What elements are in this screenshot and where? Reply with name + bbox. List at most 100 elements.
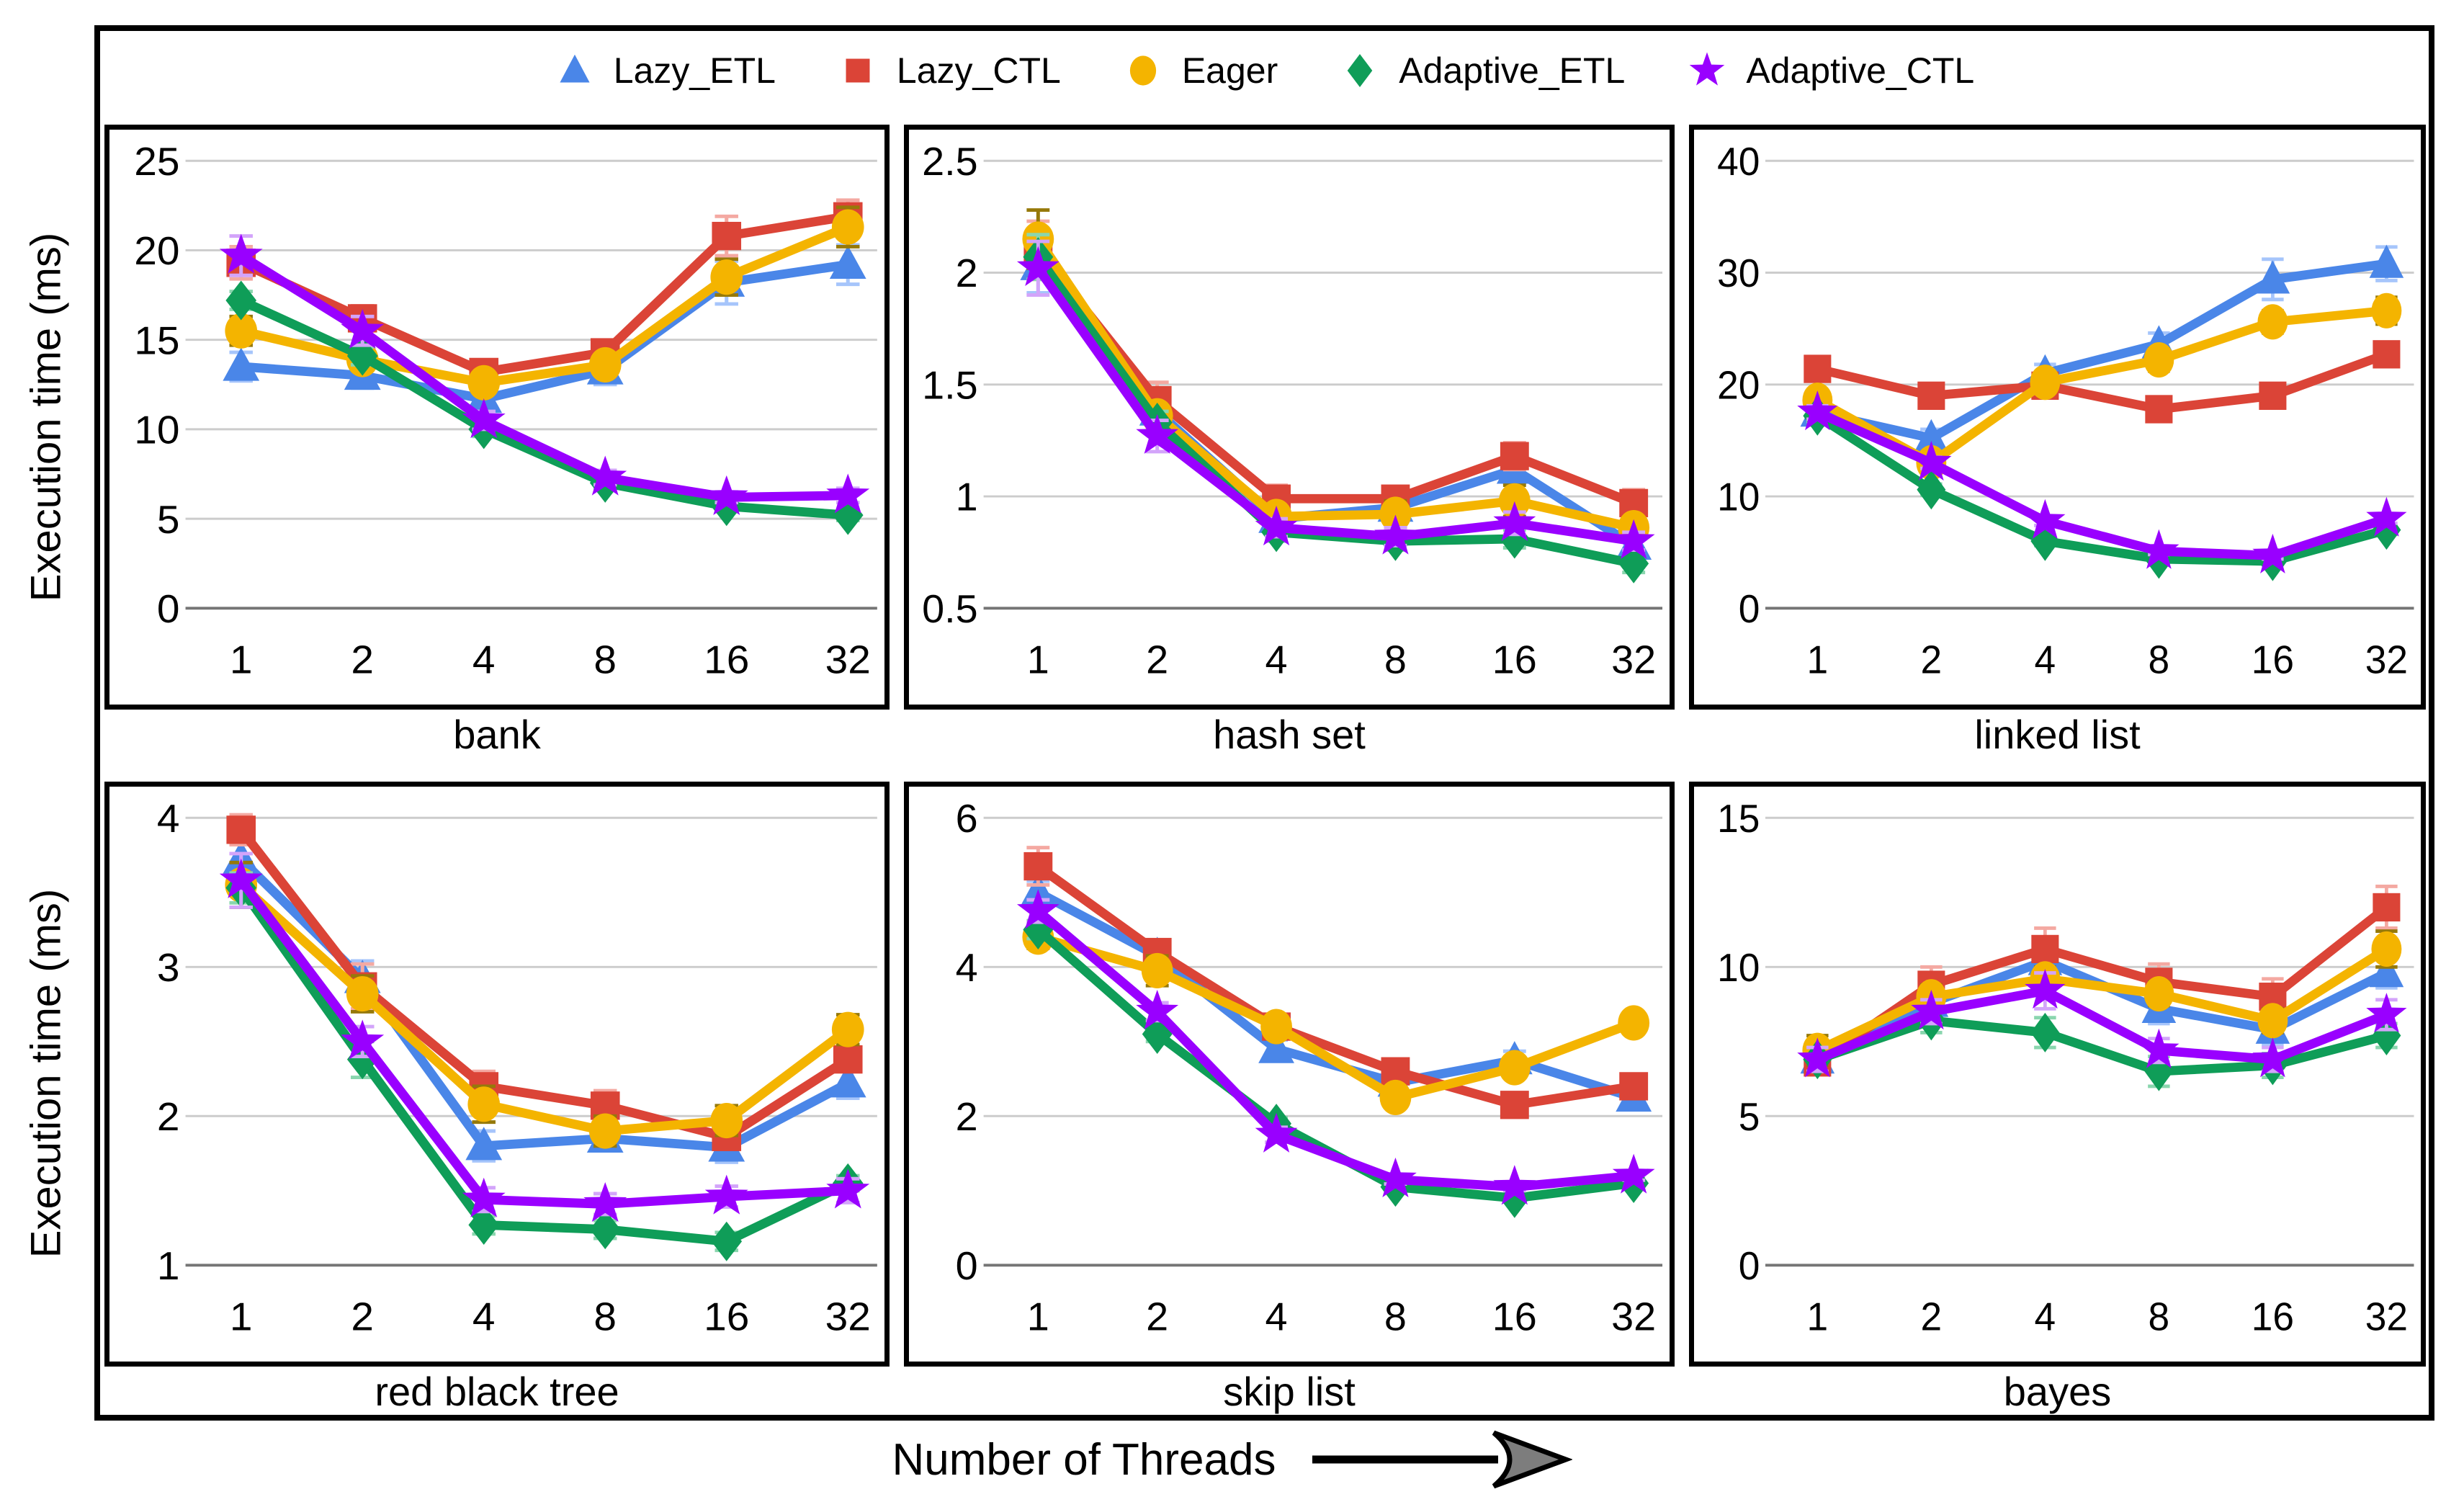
svg-text:16: 16 xyxy=(2252,1295,2294,1339)
series-line xyxy=(1813,349,2391,414)
series-line xyxy=(1033,862,1639,1110)
series-line xyxy=(1813,1016,2391,1076)
triangle-marker xyxy=(2255,260,2290,294)
circle-marker xyxy=(2257,1003,2288,1039)
chart-linked-list-caption: linked list xyxy=(1974,712,2141,757)
series-Eager xyxy=(225,205,864,401)
svg-text:2: 2 xyxy=(956,251,978,296)
svg-text:1.5: 1.5 xyxy=(922,363,978,408)
chart-bayes: 0 5 10 15 1 2 4 8 16 32 xyxy=(1689,782,2426,1367)
legend-label: Lazy_ETL xyxy=(613,50,776,91)
chart-svg-linked-list: 0 10 20 30 40 1 2 4 8 16 32 xyxy=(1717,140,2414,682)
svg-text:15: 15 xyxy=(1717,797,1760,841)
series-line xyxy=(1033,246,1639,508)
circle-marker xyxy=(1498,483,1531,519)
y-tick-labels: 1 2 3 4 xyxy=(157,796,180,1288)
svg-text:16: 16 xyxy=(2252,638,2294,682)
svg-text:2: 2 xyxy=(1146,1295,1168,1339)
star-marker xyxy=(583,455,627,496)
star-marker xyxy=(1612,1153,1655,1194)
svg-text:32: 32 xyxy=(1611,638,1656,682)
circle-marker xyxy=(588,347,622,383)
svg-text:20: 20 xyxy=(1717,364,1760,408)
svg-text:8: 8 xyxy=(1384,1295,1407,1339)
star-marker xyxy=(1493,501,1536,541)
svg-text:2: 2 xyxy=(351,638,374,682)
circle-marker xyxy=(2371,931,2402,967)
svg-text:4: 4 xyxy=(1265,1295,1288,1339)
series-line xyxy=(1033,263,1639,546)
circle-marker xyxy=(2257,304,2288,340)
chart-bank-caption: bank xyxy=(453,712,541,757)
star-marker xyxy=(2025,968,2066,1009)
series-line xyxy=(1813,903,2391,1068)
svg-text:0: 0 xyxy=(157,586,180,631)
y-axis-label-row2: Execution time (ms) xyxy=(22,889,71,1258)
star-marker xyxy=(2138,529,2179,569)
series-Adaptive_CTL xyxy=(1797,968,2407,1078)
svg-text:15: 15 xyxy=(134,318,179,362)
svg-text:8: 8 xyxy=(593,638,617,682)
star-marker xyxy=(583,1181,627,1222)
diamond-marker xyxy=(711,486,743,527)
chart-bayes-caption: bayes xyxy=(2003,1369,2112,1414)
svg-text:25: 25 xyxy=(134,139,179,184)
diamond-marker xyxy=(2030,1012,2060,1052)
triangle-marker-icon xyxy=(555,50,595,91)
circle-marker xyxy=(346,975,379,1012)
series-line xyxy=(1813,986,2391,1065)
diamond-marker xyxy=(711,1221,743,1261)
series-Eager xyxy=(225,860,864,1149)
circle-marker-glyph xyxy=(1129,55,1156,86)
series-line xyxy=(236,883,853,1246)
series-Adaptive_CTL xyxy=(1797,390,2407,573)
star-marker xyxy=(341,308,385,349)
square-marker xyxy=(2031,934,2059,964)
square-marker xyxy=(1804,354,1832,383)
gridlines xyxy=(983,159,1663,610)
svg-text:16: 16 xyxy=(1492,1295,1537,1339)
svg-text:16: 16 xyxy=(1492,638,1537,682)
x-tick-labels: 1 2 4 8 16 32 xyxy=(230,638,871,682)
series-Adaptive_CTL xyxy=(1016,239,1655,559)
series-line xyxy=(1033,932,1639,1102)
figure-frame: Lazy_ETL Lazy_CTL Eager Adaptive_ETL Ada… xyxy=(94,25,2434,1421)
legend-item-adaptive-ctl: Adaptive_CTL xyxy=(1687,50,1974,91)
star-marker xyxy=(462,1177,506,1217)
star-marker xyxy=(704,475,748,516)
diamond-marker-icon xyxy=(1340,50,1380,91)
svg-text:0: 0 xyxy=(1739,587,1760,631)
svg-text:8: 8 xyxy=(2149,638,2170,682)
y-tick-labels: 0 5 10 15 xyxy=(1717,797,1760,1288)
circle-marker xyxy=(1618,1005,1650,1041)
star-marker xyxy=(1016,889,1059,929)
star-marker xyxy=(1255,506,1298,546)
triangle-marker xyxy=(829,245,866,279)
chart-hash-set-caption: hash set xyxy=(1213,712,1366,757)
circle-marker xyxy=(831,1011,864,1047)
svg-text:2: 2 xyxy=(1146,638,1168,682)
triangle-marker xyxy=(1258,1029,1294,1063)
series-line xyxy=(236,259,853,404)
star-marker xyxy=(462,398,506,439)
svg-text:32: 32 xyxy=(2365,1295,2408,1339)
star-marker xyxy=(2366,993,2407,1033)
svg-text:2: 2 xyxy=(1921,638,1943,682)
triangle-marker xyxy=(829,1064,866,1098)
star-marker xyxy=(1016,246,1059,286)
triangle-marker xyxy=(465,1127,503,1161)
series-line xyxy=(236,825,853,1142)
triangle-marker-glyph xyxy=(560,54,590,83)
subplot-bank: 0 5 10 15 20 25 1 2 4 8 16 32 bank xyxy=(104,125,890,757)
svg-text:10: 10 xyxy=(1717,946,1760,990)
svg-text:1: 1 xyxy=(1027,1295,1049,1339)
series-line xyxy=(1033,234,1639,532)
star-marker xyxy=(2138,1028,2179,1068)
diamond-marker xyxy=(1917,470,1946,510)
star-marker xyxy=(2366,496,2407,537)
svg-text:32: 32 xyxy=(825,638,871,682)
chart-red-black-tree: 1 2 3 4 1 2 4 8 16 32 xyxy=(104,782,890,1367)
circle-marker xyxy=(1129,55,1156,86)
circle-marker xyxy=(2030,365,2061,401)
gridlines xyxy=(185,159,877,610)
